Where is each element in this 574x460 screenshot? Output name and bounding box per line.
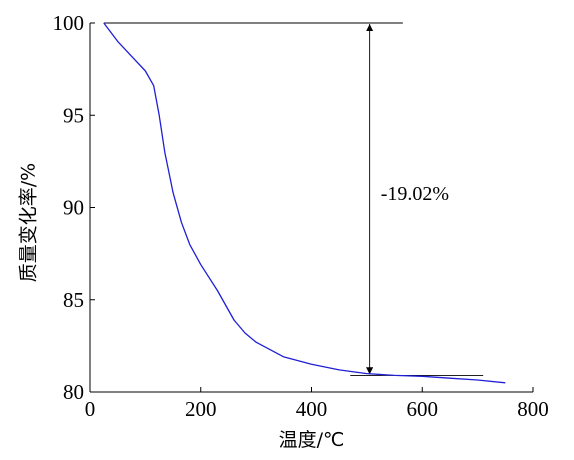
y-ticks: 80 85 90 95 100: [53, 11, 95, 404]
x-axis-label: 温度/℃: [279, 429, 345, 451]
series-layer: [103, 22, 506, 384]
series-line: [103, 22, 506, 384]
x-tick-label: 200: [185, 397, 217, 421]
y-axis-label: 质量变化率/%: [18, 163, 40, 282]
y-tick-label: 85: [63, 288, 84, 312]
reference-lines: [103, 22, 484, 376]
x-tick-label: 0: [85, 397, 96, 421]
axes: [89, 23, 533, 393]
x-tick-label: 800: [517, 397, 549, 421]
y-tick-label: 100: [53, 11, 85, 35]
x-tick-label: 600: [407, 397, 439, 421]
y-tick-label: 90: [63, 196, 84, 220]
x-ticks: 0 200 400 600 800: [85, 387, 549, 421]
y-tick-label: 95: [63, 103, 84, 127]
mass-loss-annotation: -19.02%: [381, 183, 449, 205]
x-tick-label: 400: [296, 397, 328, 421]
y-tick-label: 80: [63, 380, 84, 404]
